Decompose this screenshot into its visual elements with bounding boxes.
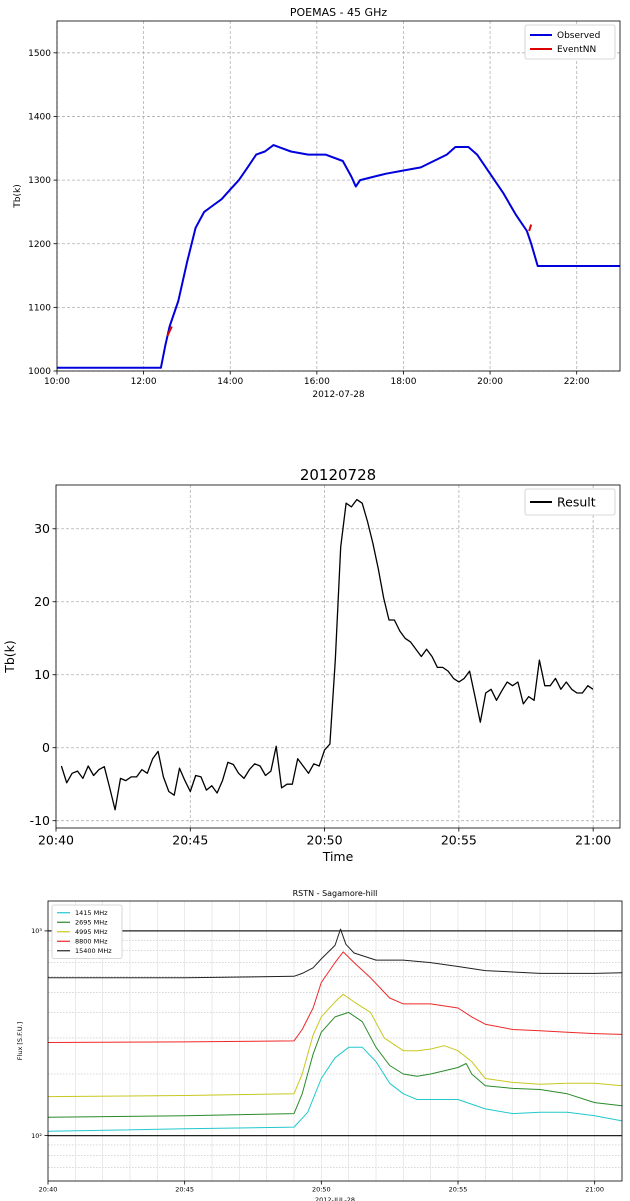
x-axis-label: 2012-JUL-28 (315, 1196, 355, 1201)
legend-label: EventNN (557, 45, 596, 55)
x-tick-label: 10:00 (44, 377, 70, 387)
axes-frame (55, 484, 621, 829)
y-axis-label: Flux [S.F.U.] (16, 1022, 24, 1060)
legend: Observed EventNN (524, 24, 616, 60)
legend-label: 4995 MHz (75, 928, 108, 936)
series-line-1415-mhz (48, 1046, 622, 1132)
series-line-2695-mhz (48, 1011, 622, 1118)
plot-area (56, 485, 620, 828)
x-axis-label: 2012-07-28 (312, 390, 365, 400)
x-tick-label: 20:45 (172, 833, 208, 848)
series-line-result (60, 498, 594, 811)
series-line-observed (57, 144, 620, 369)
x-tick-label: 21:00 (585, 1186, 604, 1194)
legend-label: Result (557, 494, 596, 509)
y-axis-label: Tb(k) (2, 640, 17, 674)
y-tick-label: 0 (42, 740, 50, 755)
x-axis-label: Time (322, 849, 354, 864)
series-line-4995-mhz (48, 993, 622, 1098)
legend-label: 1415 MHz (75, 909, 108, 917)
chart-title: 20120728 (300, 466, 376, 484)
plot-area (57, 21, 620, 371)
legend-label: 8800 MHz (75, 938, 108, 946)
legend-box (51, 904, 123, 959)
y-tick-label: 1500 (28, 49, 51, 59)
y-tick-label: -10 (30, 813, 50, 828)
chart-panel-1: 10:00 12:00 14:00 16:00 18:00 20:00 22:00 1000 1… (13, 6, 621, 400)
y-tick-label: 10² (31, 1132, 42, 1140)
legend-label: 15400 MHz (75, 947, 112, 955)
x-tick-label: 20:00 (477, 377, 503, 387)
chart-panel-2: 20:40 20:45 20:50 20:55 21:00 -10 0 10 20 30 20120… (2, 466, 621, 864)
legend-box (524, 488, 616, 516)
y-tick-label: 1100 (28, 304, 51, 314)
x-tick-label: 20:55 (441, 833, 477, 848)
x-tick-label: 22:00 (564, 377, 590, 387)
x-tick-label: 20:40 (38, 833, 74, 848)
series-line-eventnn (528, 224, 533, 232)
y-tick-label: 1200 (28, 240, 51, 250)
axes-frame (47, 900, 623, 1182)
y-tick-label: 10 (34, 667, 50, 682)
y-tick-label: 20 (34, 594, 50, 609)
x-tick-label: 20:50 (307, 833, 343, 848)
legend: Result (524, 488, 616, 516)
chart-title: RSTN - Sagamore-hill (293, 889, 378, 898)
legend-label: 2695 MHz (75, 919, 108, 927)
series-line-eventnn (166, 326, 173, 337)
legend-label: Observed (557, 31, 600, 41)
x-tick-label: 20:45 (175, 1186, 194, 1194)
chart-title: POEMAS - 45 GHz (290, 6, 387, 19)
series-line-15400-mhz (48, 928, 622, 979)
x-tick-label: 20:55 (449, 1186, 468, 1194)
x-tick-label: 14:00 (217, 377, 243, 387)
series-line-8800-mhz (48, 951, 622, 1043)
y-tick-label: 10³ (31, 927, 42, 935)
y-axis-label: Tb(k) (13, 184, 23, 208)
x-tick-label: 20:50 (312, 1186, 331, 1194)
chart-panel-3: 20:40 20:45 20:50 20:55 21:00 10² 10³ RSTN - Sa… (16, 889, 623, 1201)
y-tick-label: 1000 (28, 367, 51, 377)
x-tick-label: 18:00 (390, 377, 416, 387)
y-tick-label: 1300 (28, 176, 51, 186)
x-tick-label: 21:00 (575, 833, 611, 848)
legend-box (524, 24, 616, 60)
x-tick-label: 12:00 (131, 377, 157, 387)
plot-area (48, 901, 622, 1181)
y-tick-label: 30 (34, 521, 50, 536)
y-tick-label: 1400 (28, 113, 51, 123)
x-tick-label: 20:40 (39, 1186, 58, 1194)
x-tick-label: 16:00 (304, 377, 330, 387)
axes-frame (56, 20, 621, 372)
